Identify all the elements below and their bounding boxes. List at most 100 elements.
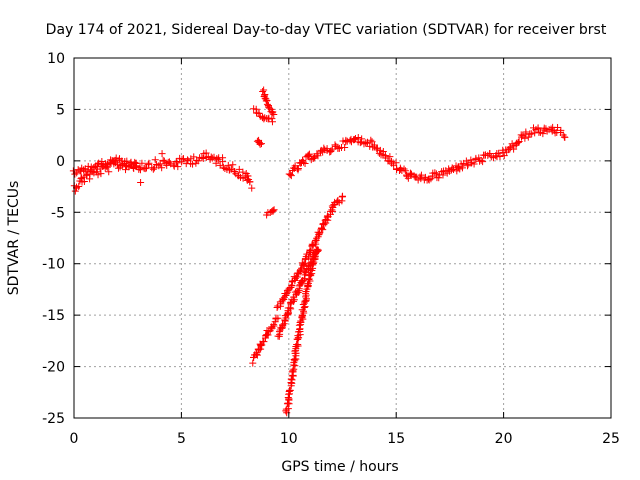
data-point <box>306 259 314 267</box>
data-point <box>339 192 347 200</box>
data-point <box>417 171 425 179</box>
data-point <box>248 184 256 192</box>
data-point <box>94 171 102 179</box>
data-point <box>291 357 299 365</box>
series-trace-upper-left <box>69 154 140 178</box>
data-point <box>261 91 269 99</box>
data-point <box>432 170 440 178</box>
data-point <box>269 207 277 215</box>
data-point <box>260 86 268 94</box>
data-point <box>174 163 182 171</box>
data-point <box>287 172 295 180</box>
data-point <box>306 277 314 285</box>
data-point <box>515 137 523 145</box>
data-point <box>458 164 466 172</box>
data-point <box>173 159 181 167</box>
data-point <box>295 270 303 278</box>
data-point <box>77 175 85 183</box>
data-point <box>392 159 400 167</box>
data-point <box>304 151 312 159</box>
data-point <box>300 259 308 267</box>
data-point <box>263 96 271 104</box>
data-point <box>75 183 83 191</box>
data-point <box>346 137 354 145</box>
data-point <box>167 160 175 168</box>
data-point <box>306 247 314 255</box>
data-point <box>495 149 503 157</box>
data-point <box>149 165 157 173</box>
data-point <box>294 342 302 350</box>
data-point <box>417 175 425 183</box>
data-point <box>83 171 91 179</box>
data-point <box>189 160 197 168</box>
data-point <box>199 154 207 162</box>
data-point <box>327 147 335 155</box>
y-tick-label: 10 <box>47 51 65 67</box>
data-point <box>393 165 401 173</box>
data-point <box>235 165 243 173</box>
data-point <box>304 281 312 289</box>
data-point <box>252 350 260 358</box>
data-point <box>286 171 294 179</box>
data-point <box>539 130 547 138</box>
data-point <box>158 150 166 158</box>
data-point <box>208 154 216 162</box>
data-point <box>310 251 318 259</box>
data-point <box>300 307 308 315</box>
series-trace-main-right <box>285 123 569 184</box>
data-point <box>283 290 291 298</box>
data-point <box>239 168 247 176</box>
data-point <box>324 212 332 220</box>
data-point <box>479 158 487 166</box>
data-point <box>71 170 79 178</box>
x-axis-label: GPS time / hours <box>281 459 398 475</box>
data-point <box>156 160 164 168</box>
data-point <box>249 359 257 367</box>
y-axis-label: SDTVAR / TECUs <box>6 181 22 296</box>
data-point <box>145 159 153 167</box>
data-point <box>224 161 232 169</box>
data-point <box>425 176 433 184</box>
data-point <box>350 136 358 144</box>
data-point <box>132 159 140 167</box>
data-point <box>125 162 133 170</box>
x-tick-label: 0 <box>70 431 79 447</box>
data-point <box>286 299 294 307</box>
data-point <box>496 152 504 160</box>
data-point <box>158 164 166 172</box>
y-tick-label: 5 <box>56 102 65 118</box>
data-point <box>464 162 472 170</box>
data-point <box>367 136 375 144</box>
data-point <box>314 228 322 236</box>
data-point <box>246 178 254 186</box>
data-point <box>310 154 318 162</box>
data-point <box>256 140 264 148</box>
data-point <box>71 187 79 195</box>
data-point <box>226 166 234 174</box>
data-point <box>266 104 274 112</box>
data-point <box>144 160 152 168</box>
data-point <box>309 154 317 162</box>
data-point <box>244 172 252 180</box>
data-point <box>258 140 265 148</box>
data-point <box>400 165 408 173</box>
x-tick-label: 10 <box>280 431 298 447</box>
data-point <box>401 167 409 175</box>
data-point <box>141 165 149 173</box>
data-point <box>253 351 261 359</box>
data-point <box>268 118 276 126</box>
series-trace-main-left <box>70 149 256 195</box>
data-point <box>404 174 412 182</box>
data-point <box>305 150 313 158</box>
data-point <box>341 143 349 151</box>
series-trace-descent-d <box>274 246 322 340</box>
data-point <box>379 147 387 155</box>
data-point <box>406 169 414 177</box>
y-tick-label: 0 <box>56 154 65 170</box>
data-point <box>229 161 237 169</box>
data-point <box>270 322 278 330</box>
data-point <box>259 338 267 346</box>
data-point <box>271 318 279 326</box>
y-tick-label: -15 <box>42 308 65 324</box>
data-point <box>517 131 525 139</box>
